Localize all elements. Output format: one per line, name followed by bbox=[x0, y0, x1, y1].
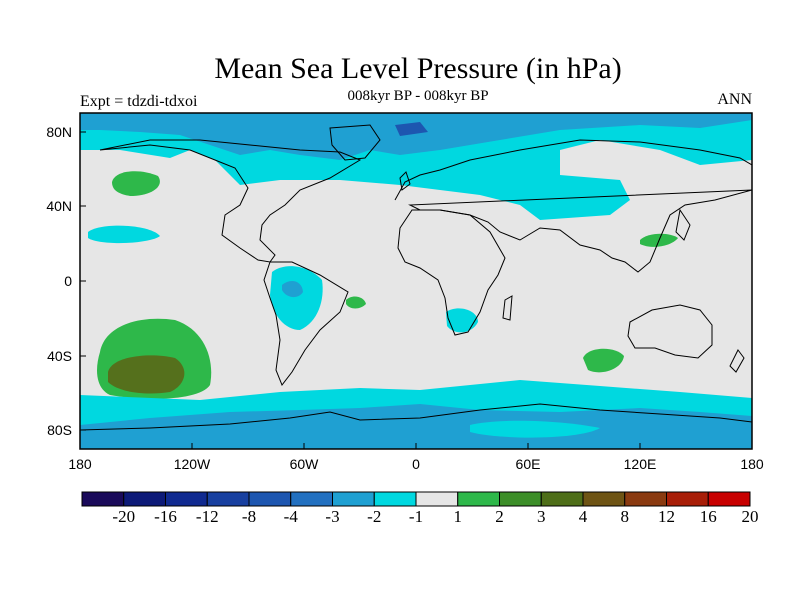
y-tick-label-40n: 40N bbox=[46, 198, 72, 214]
map-subtitle: 008kyr BP - 008kyr BP bbox=[347, 88, 489, 104]
colorbar-swatch bbox=[81, 491, 125, 507]
australia-coast bbox=[627, 304, 713, 359]
arctic-blue-patch bbox=[395, 122, 428, 136]
colorbar-swatch bbox=[415, 491, 459, 507]
new-zealand-coast bbox=[729, 349, 745, 373]
x-tick-label-120w: 120W bbox=[173, 456, 211, 472]
madagascar-coast bbox=[502, 295, 513, 321]
colorbar-label: 12 bbox=[658, 507, 675, 526]
colorbar-label: 4 bbox=[578, 507, 588, 526]
antarctic-light-patch bbox=[470, 420, 600, 438]
colorbar-label: -4 bbox=[283, 507, 298, 526]
colorbar-label: -3 bbox=[325, 507, 340, 526]
y-tick-label-0: 0 bbox=[64, 273, 72, 289]
south-pacific-olive-region bbox=[108, 355, 185, 394]
x-tick-label-180e: 180 bbox=[740, 456, 764, 472]
north-pacific-green-region bbox=[112, 171, 160, 196]
y-tick-label-80n: 80N bbox=[46, 124, 72, 140]
x-tick-label-120e: 120E bbox=[623, 456, 657, 472]
axis-ticks bbox=[79, 131, 753, 449]
colorbar-swatch bbox=[206, 491, 250, 507]
colorbar-swatch bbox=[290, 491, 333, 507]
colorbar-label: -12 bbox=[195, 507, 219, 526]
x-tick-label-60w: 60W bbox=[289, 456, 319, 472]
colorbar-swatch bbox=[373, 491, 417, 507]
colorbar-label: -20 bbox=[112, 507, 136, 526]
season-label: ANN bbox=[717, 91, 752, 108]
map-title: Mean Sea Level Pressure (in hPa) bbox=[214, 52, 622, 85]
colorbar-swatch bbox=[457, 491, 500, 507]
indian-ocean-green-region bbox=[583, 348, 624, 373]
colorbar-swatch bbox=[707, 491, 751, 507]
colorbar-swatch bbox=[165, 491, 208, 507]
north-pacific-cyan-patch bbox=[88, 225, 160, 244]
colorbar-swatch bbox=[499, 491, 542, 507]
x-tick-label-60e: 60E bbox=[515, 456, 541, 472]
britain-coast bbox=[399, 171, 411, 191]
colorbar-swatch bbox=[332, 491, 375, 507]
x-tick-label-0: 0 bbox=[412, 456, 420, 472]
arctic-blue-region bbox=[80, 113, 752, 160]
colorbar-label: 20 bbox=[741, 507, 759, 526]
colorbar-label: -16 bbox=[154, 507, 177, 526]
colorbar bbox=[81, 491, 751, 507]
brazil-green-patch bbox=[346, 296, 366, 309]
colorbar-label: 16 bbox=[699, 507, 717, 526]
colorbar-label: 8 bbox=[620, 507, 630, 526]
colorbar-label: -1 bbox=[408, 507, 424, 526]
colorbar-swatch bbox=[582, 491, 626, 507]
map-field bbox=[80, 113, 752, 449]
colorbar-label: 1 bbox=[453, 507, 463, 526]
colorbar-label: -2 bbox=[367, 507, 382, 526]
japan-coast bbox=[675, 208, 691, 241]
north-america-coast bbox=[99, 139, 362, 263]
coastlines bbox=[80, 124, 752, 431]
colorbar-swatch bbox=[123, 491, 166, 507]
africa-coast bbox=[397, 209, 506, 336]
south-america-cyan-region bbox=[270, 266, 323, 330]
south-america-blue-patch bbox=[282, 280, 303, 298]
south-america-coast bbox=[263, 261, 349, 387]
greenland-coast bbox=[329, 124, 381, 161]
colorbar-label: -8 bbox=[241, 507, 257, 526]
colorbar-label: 2 bbox=[495, 507, 504, 526]
colorbar-swatch bbox=[248, 491, 292, 507]
x-tick-label-180w: 180 bbox=[68, 456, 92, 472]
y-tick-label-40s: 40S bbox=[47, 348, 72, 364]
southern-ocean-blue-band bbox=[80, 404, 752, 449]
experiment-label: Expt = tdzdi-tdxoi bbox=[80, 93, 198, 110]
y-tick-label-80s: 80S bbox=[47, 422, 72, 438]
colorbar-swatch bbox=[624, 491, 667, 507]
antarctica-coast bbox=[80, 403, 752, 431]
colorbar-swatch bbox=[540, 491, 584, 507]
colorbar-label: 3 bbox=[537, 507, 546, 526]
south-africa-cyan-region bbox=[446, 308, 478, 333]
colorbar-swatch bbox=[666, 491, 709, 507]
